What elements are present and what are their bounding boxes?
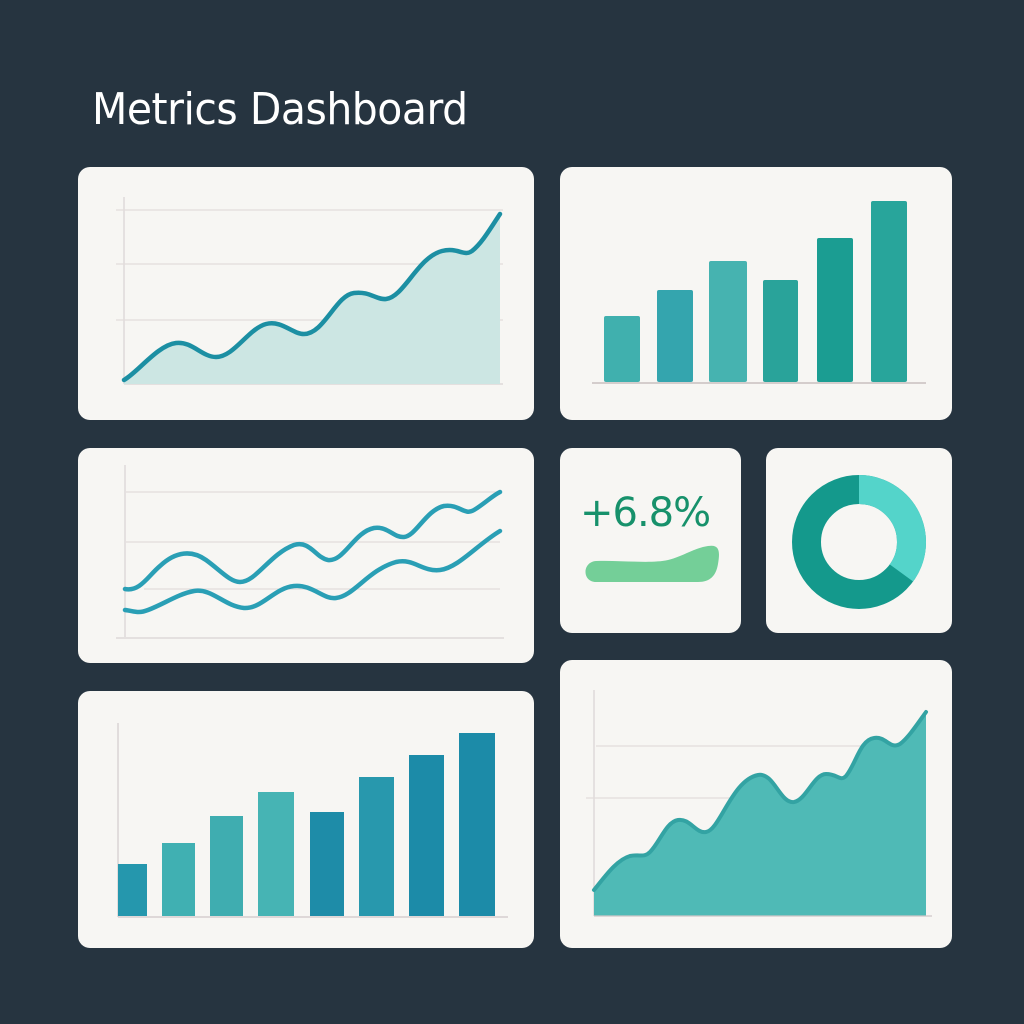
bar-chart-card-bottom[interactable] <box>78 691 534 948</box>
area-line-chart-card[interactable] <box>78 167 534 420</box>
bar <box>817 238 853 382</box>
area-chart-card[interactable] <box>560 660 952 948</box>
bar-chart-card-top[interactable] <box>560 167 952 420</box>
bar <box>359 777 394 916</box>
donut-chart <box>792 475 926 609</box>
area-chart <box>586 690 932 917</box>
bar <box>162 843 195 916</box>
multi-line-chart-card[interactable] <box>78 448 534 663</box>
page-title: Metrics Dashboard <box>92 84 468 135</box>
bar <box>871 201 907 382</box>
bar <box>604 316 640 382</box>
kpi-card[interactable]: +6.8% <box>560 448 741 633</box>
bar <box>258 792 294 916</box>
bar <box>118 864 147 916</box>
bar <box>310 812 344 916</box>
donut-segment-light <box>792 475 926 609</box>
donut-chart-card[interactable] <box>766 448 952 633</box>
area-line-chart <box>116 197 503 385</box>
bar-chart-top <box>592 201 926 384</box>
bar <box>210 816 243 916</box>
kpi-value: +6.8% <box>580 490 711 536</box>
bar-chart-bottom <box>117 723 508 918</box>
bar <box>763 280 798 382</box>
kpi-sparkline <box>585 545 719 582</box>
bar <box>709 261 747 382</box>
bar <box>409 755 444 916</box>
bar <box>459 733 495 916</box>
bar <box>657 290 693 382</box>
multi-line-chart <box>116 465 504 639</box>
